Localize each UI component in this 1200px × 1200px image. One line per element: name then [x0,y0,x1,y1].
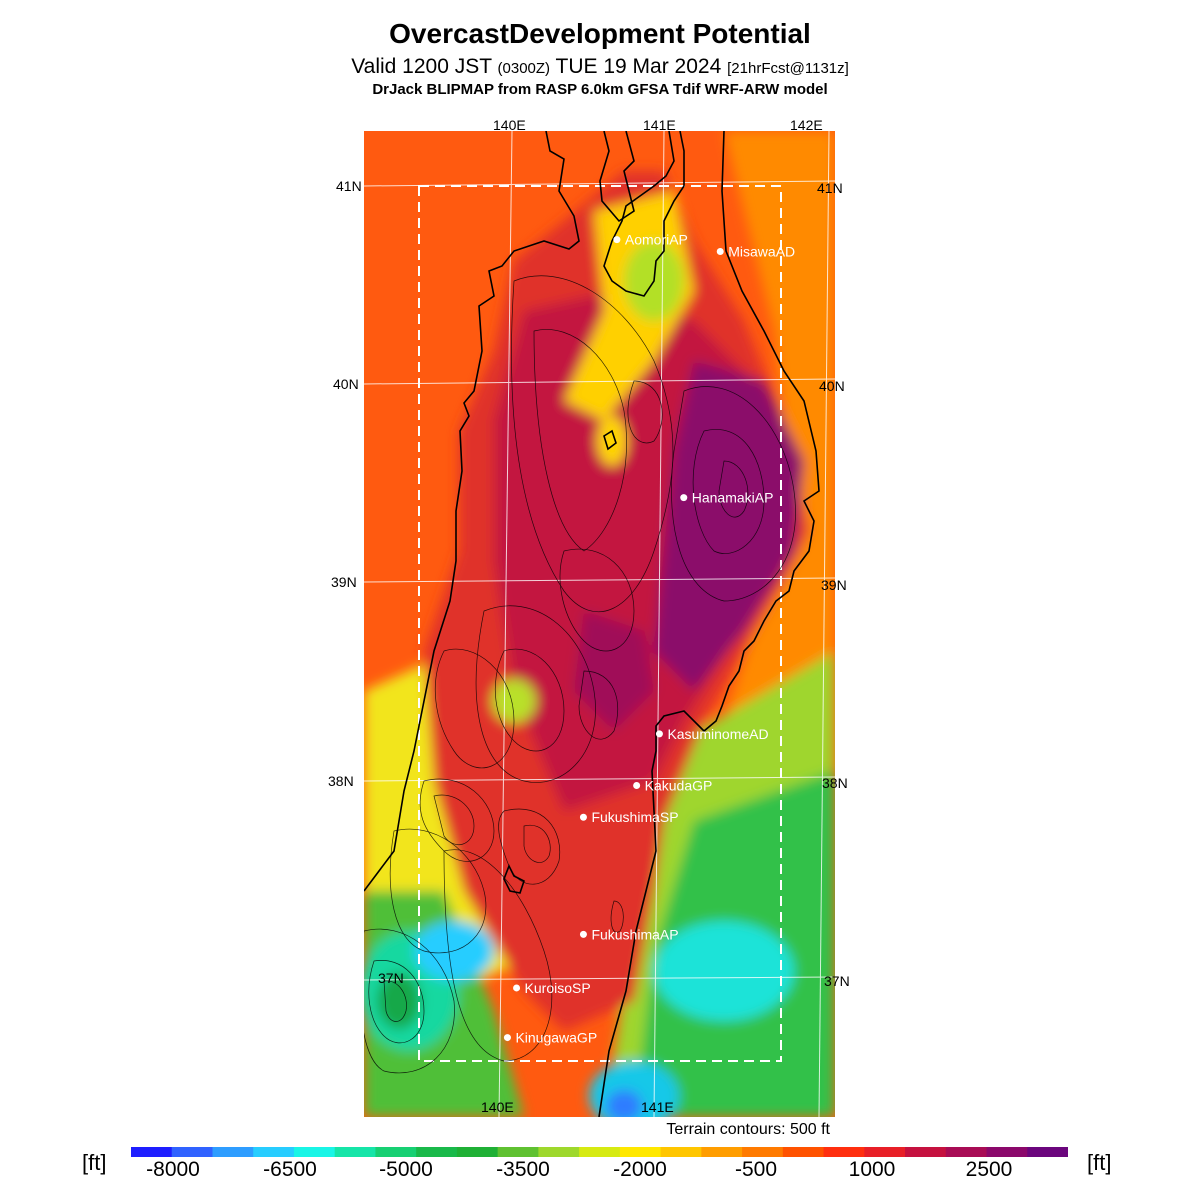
colorbar-segment [782,1147,825,1157]
colorbar-segment [945,1147,988,1157]
station-dot [613,236,621,244]
valid-fcst: [21hrFcst@1131z] [727,60,849,77]
colorbar-segment [986,1147,1028,1157]
field-ridge-spot [597,416,627,466]
field-highland [654,361,804,691]
station-label: KinugawaGP [515,1030,597,1046]
colorbar-segment [742,1147,784,1157]
station-label: KuroisoSP [525,980,591,996]
lat-label-left-38: 38N [328,773,354,789]
lat-label-right-40: 40N [819,378,845,394]
colorbar-segment [375,1147,417,1157]
colorbar-segment [171,1147,213,1157]
station-label: MisawaAD [728,244,795,260]
station-dot [513,984,521,992]
valid-date: TUE 19 Mar 2024 [555,55,722,78]
colorbar-segment [293,1147,336,1157]
colorbar-tick-label: 1000 [848,1158,896,1181]
colorbar-segment [416,1147,458,1157]
field-southwest-dark [377,973,421,1029]
colorbar-tick-label: -5000 [379,1158,433,1181]
colorbar-segment [823,1147,865,1157]
colorbar-segment [131,1147,173,1157]
lon-label-bottom-140: 140E [481,1099,514,1115]
model-caption: DrJack BLIPMAP from RASP 6.0km GFSA Tdif… [372,81,828,98]
valid-time: Valid 1200 JST (0300Z) TUE 19 Mar 2024 [… [0,55,1200,79]
colorbar-segment [905,1147,947,1157]
colorbar-segment [864,1147,906,1157]
colorbar-tick-label: -500 [734,1158,778,1181]
lat-label-left-40: 40N [333,376,359,392]
station-label: FukushimaSP [591,809,678,825]
colorbar-segment [334,1147,376,1157]
lat-label-right-37: 37N [824,973,850,989]
colorbar-tick-label: -8000 [146,1158,200,1181]
field-mountain-spot [492,679,536,723]
station-label: FukushimaAP [591,926,678,942]
station-dot [633,781,641,789]
station-dot [579,930,587,938]
station-markers: AomoriAP MisawaAD HanamakiAP KasuminomeAD Ka… [503,232,795,1046]
station-dot [503,1034,511,1042]
colorbar-unit-right: [ft] [1087,1150,1112,1175]
colorbar-tick-label: -2000 [613,1158,667,1181]
colorbar-segment [456,1147,499,1157]
field-cyan-patch [654,921,794,1021]
lon-label-bottom-141: 141E [641,1099,674,1115]
lon-label-top-142: 142E [790,117,823,133]
lat-label-left-41: 41N [336,178,362,194]
field-highland-west [574,611,654,731]
colorbar-unit-left: [ft] [82,1150,107,1175]
colorbar [131,1147,1068,1157]
station-label: KasuminomeAD [667,726,768,742]
colorbar-segment [660,1147,702,1157]
colorbar-segment [701,1147,743,1157]
lat-label-left-39: 39N [331,574,357,590]
terrain-contour-note: Terrain contours: 500 ft [666,1121,830,1138]
field-blue-spot [606,1090,642,1117]
lat-label-right-39: 39N [821,577,847,593]
colorbar-segment [1027,1147,1068,1157]
station-label: AomoriAP [625,232,688,248]
colorbar-segment [538,1147,580,1157]
lon-label-top-141: 141E [643,117,676,133]
station-label: KakudaGP [645,777,713,793]
coastline [364,131,820,1117]
valid-main: Valid 1200 JST [351,55,492,78]
map-title: OvercastDevelopment Potential [389,18,811,49]
colorbar-segment [497,1147,539,1157]
valid-zulu: (0300Z) [497,60,551,77]
station-dot [680,494,688,502]
lat-label-right-41: 41N [817,180,843,196]
colorbar-tick-label: -3500 [496,1158,550,1181]
colorbar-segment [253,1147,295,1157]
colorbar-segment [619,1147,662,1157]
lon-label-top-140: 140E [493,117,526,133]
lat-label-left-37: 37N [378,970,404,986]
station-label: HanamakiAP [692,490,774,506]
lat-label-right-38: 38N [822,775,848,791]
colorbar-tick-label: 2500 [965,1158,1013,1181]
station-dot [655,730,663,738]
forecast-map: AomoriAP MisawaAD HanamakiAP KasuminomeAD Ka… [364,131,835,1117]
colorbar-segment [579,1147,621,1157]
colorbar-segment [212,1147,254,1157]
terrain-contours [364,275,796,1074]
station-dot [716,248,724,256]
station-dot [579,813,587,821]
colorbar-tick-label: -6500 [263,1158,317,1181]
